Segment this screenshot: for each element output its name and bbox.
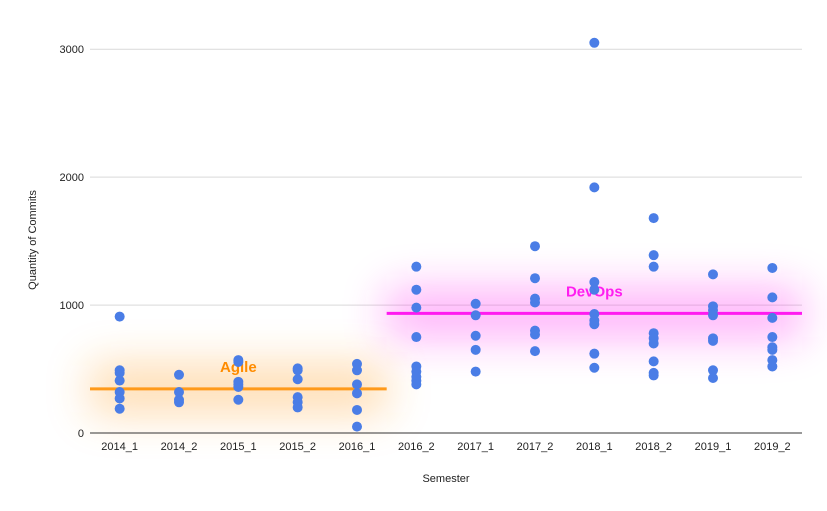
data-point	[174, 369, 184, 380]
data-point	[411, 302, 422, 313]
x-tick-label: 2014_2	[161, 441, 198, 453]
data-point	[174, 397, 184, 408]
x-tick-label: 2016_2	[398, 441, 435, 453]
data-point	[292, 374, 303, 385]
x-tick-label: 2018_1	[576, 441, 613, 453]
data-point	[114, 311, 125, 322]
data-point	[589, 284, 600, 295]
data-point	[648, 356, 659, 367]
data-point	[648, 250, 659, 261]
data-point	[767, 312, 778, 323]
x-tick-label: 2018_2	[635, 441, 672, 453]
data-point	[530, 273, 540, 284]
data-point	[767, 292, 778, 303]
data-point	[530, 241, 540, 252]
x-tick-label: 2015_1	[220, 441, 257, 453]
data-point	[174, 387, 184, 398]
data-point	[589, 319, 600, 330]
data-point	[292, 365, 303, 376]
data-point	[708, 310, 718, 321]
x-tick-label: 2014_1	[101, 441, 138, 453]
data-point	[767, 344, 778, 355]
y-tick-label: 1000	[60, 300, 84, 312]
data-point	[589, 362, 600, 373]
axes: 0 1000 2000 3000 2014_1 2014_2 2015_1 2015_2 201…	[60, 44, 802, 453]
data-point	[114, 403, 125, 414]
data-point	[233, 356, 244, 367]
data-point	[767, 332, 778, 343]
y-tick-label: 2000	[60, 172, 84, 184]
x-tick-label: 2017_1	[457, 441, 494, 453]
x-tick-label: 2016_1	[339, 441, 376, 453]
data-point	[530, 346, 540, 357]
data-point	[411, 261, 422, 272]
data-point	[589, 37, 600, 48]
data-point	[233, 394, 244, 405]
data-point	[352, 404, 362, 415]
data-point	[411, 332, 422, 343]
y-axis-title: Quantity of Commits	[27, 190, 39, 290]
era-regions: AgileDevOps	[90, 283, 802, 413]
data-point	[708, 269, 718, 280]
data-point	[233, 381, 244, 392]
data-point	[470, 344, 481, 355]
data-point	[352, 365, 362, 376]
data-point	[470, 330, 481, 341]
data-point	[470, 366, 481, 377]
x-tick-label: 2019_2	[754, 441, 791, 453]
data-point	[114, 393, 125, 404]
data-point	[708, 372, 718, 383]
data-point	[114, 367, 125, 378]
data-point	[352, 379, 362, 390]
gridlines	[90, 48, 802, 306]
data-point	[470, 298, 481, 309]
x-tick-label: 2019_1	[695, 441, 732, 453]
data-point	[411, 284, 422, 295]
data-point	[530, 329, 540, 340]
data-point	[411, 379, 422, 390]
x-tick-label: 2017_2	[517, 441, 554, 453]
data-point	[708, 335, 718, 346]
y-tick-label: 3000	[60, 44, 84, 56]
data-point	[589, 348, 600, 359]
y-tick-label: 0	[78, 428, 84, 440]
x-axis-title: Semester	[422, 473, 469, 485]
data-point	[292, 402, 303, 413]
data-point	[530, 297, 540, 308]
data-point	[589, 277, 600, 288]
data-points	[114, 37, 778, 432]
data-point	[767, 361, 778, 372]
x-tick-label: 2015_2	[279, 441, 316, 453]
data-point	[589, 182, 600, 193]
data-point	[648, 213, 659, 224]
data-point	[648, 261, 659, 272]
data-point	[352, 388, 362, 399]
region-label-agile: Agile	[220, 359, 257, 376]
data-point	[708, 365, 718, 376]
data-point	[648, 338, 659, 349]
data-point	[114, 375, 125, 386]
data-point	[648, 370, 659, 381]
data-point	[767, 262, 778, 273]
data-point	[470, 310, 481, 321]
data-point	[352, 421, 362, 432]
